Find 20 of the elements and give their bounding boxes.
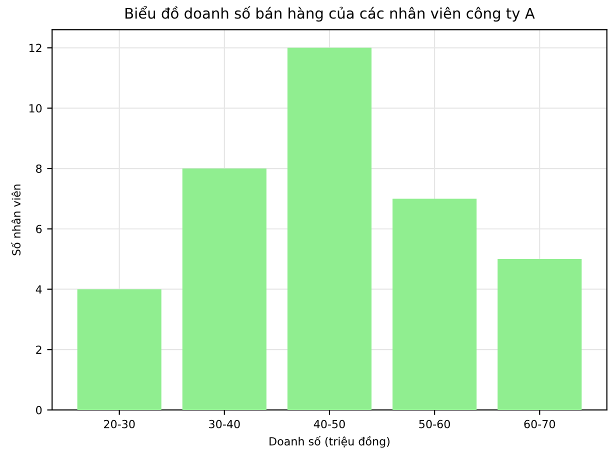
y-tick-label: 6 — [36, 224, 42, 234]
y-axis-title: Số nhân viên — [10, 184, 21, 256]
bar — [287, 48, 372, 410]
x-tick-label: 40-50 — [314, 420, 345, 428]
y-tick-label: 10 — [29, 104, 42, 113]
bar — [77, 289, 162, 410]
x-tick-label: 30-40 — [209, 420, 240, 428]
bar — [182, 168, 266, 410]
bar — [392, 198, 477, 410]
chart-title: Biểu đồ doanh số bán hàng của các nhân viên công ty A — [126, 6, 535, 22]
y-tick-label: 4 — [36, 285, 42, 294]
x-tick-label: 20-30 — [104, 420, 135, 428]
y-tick-label: 2 — [36, 346, 42, 354]
y-tick-label: 12 — [29, 44, 42, 52]
x-axis-title: Doanh số (triệu đồng) — [270, 436, 390, 448]
x-tick-label: 50-60 — [419, 420, 450, 428]
bar — [498, 259, 582, 410]
y-tick-label: 0 — [36, 406, 42, 414]
x-tick-label: 60-70 — [524, 420, 556, 428]
y-tick-label: 8 — [36, 164, 42, 173]
